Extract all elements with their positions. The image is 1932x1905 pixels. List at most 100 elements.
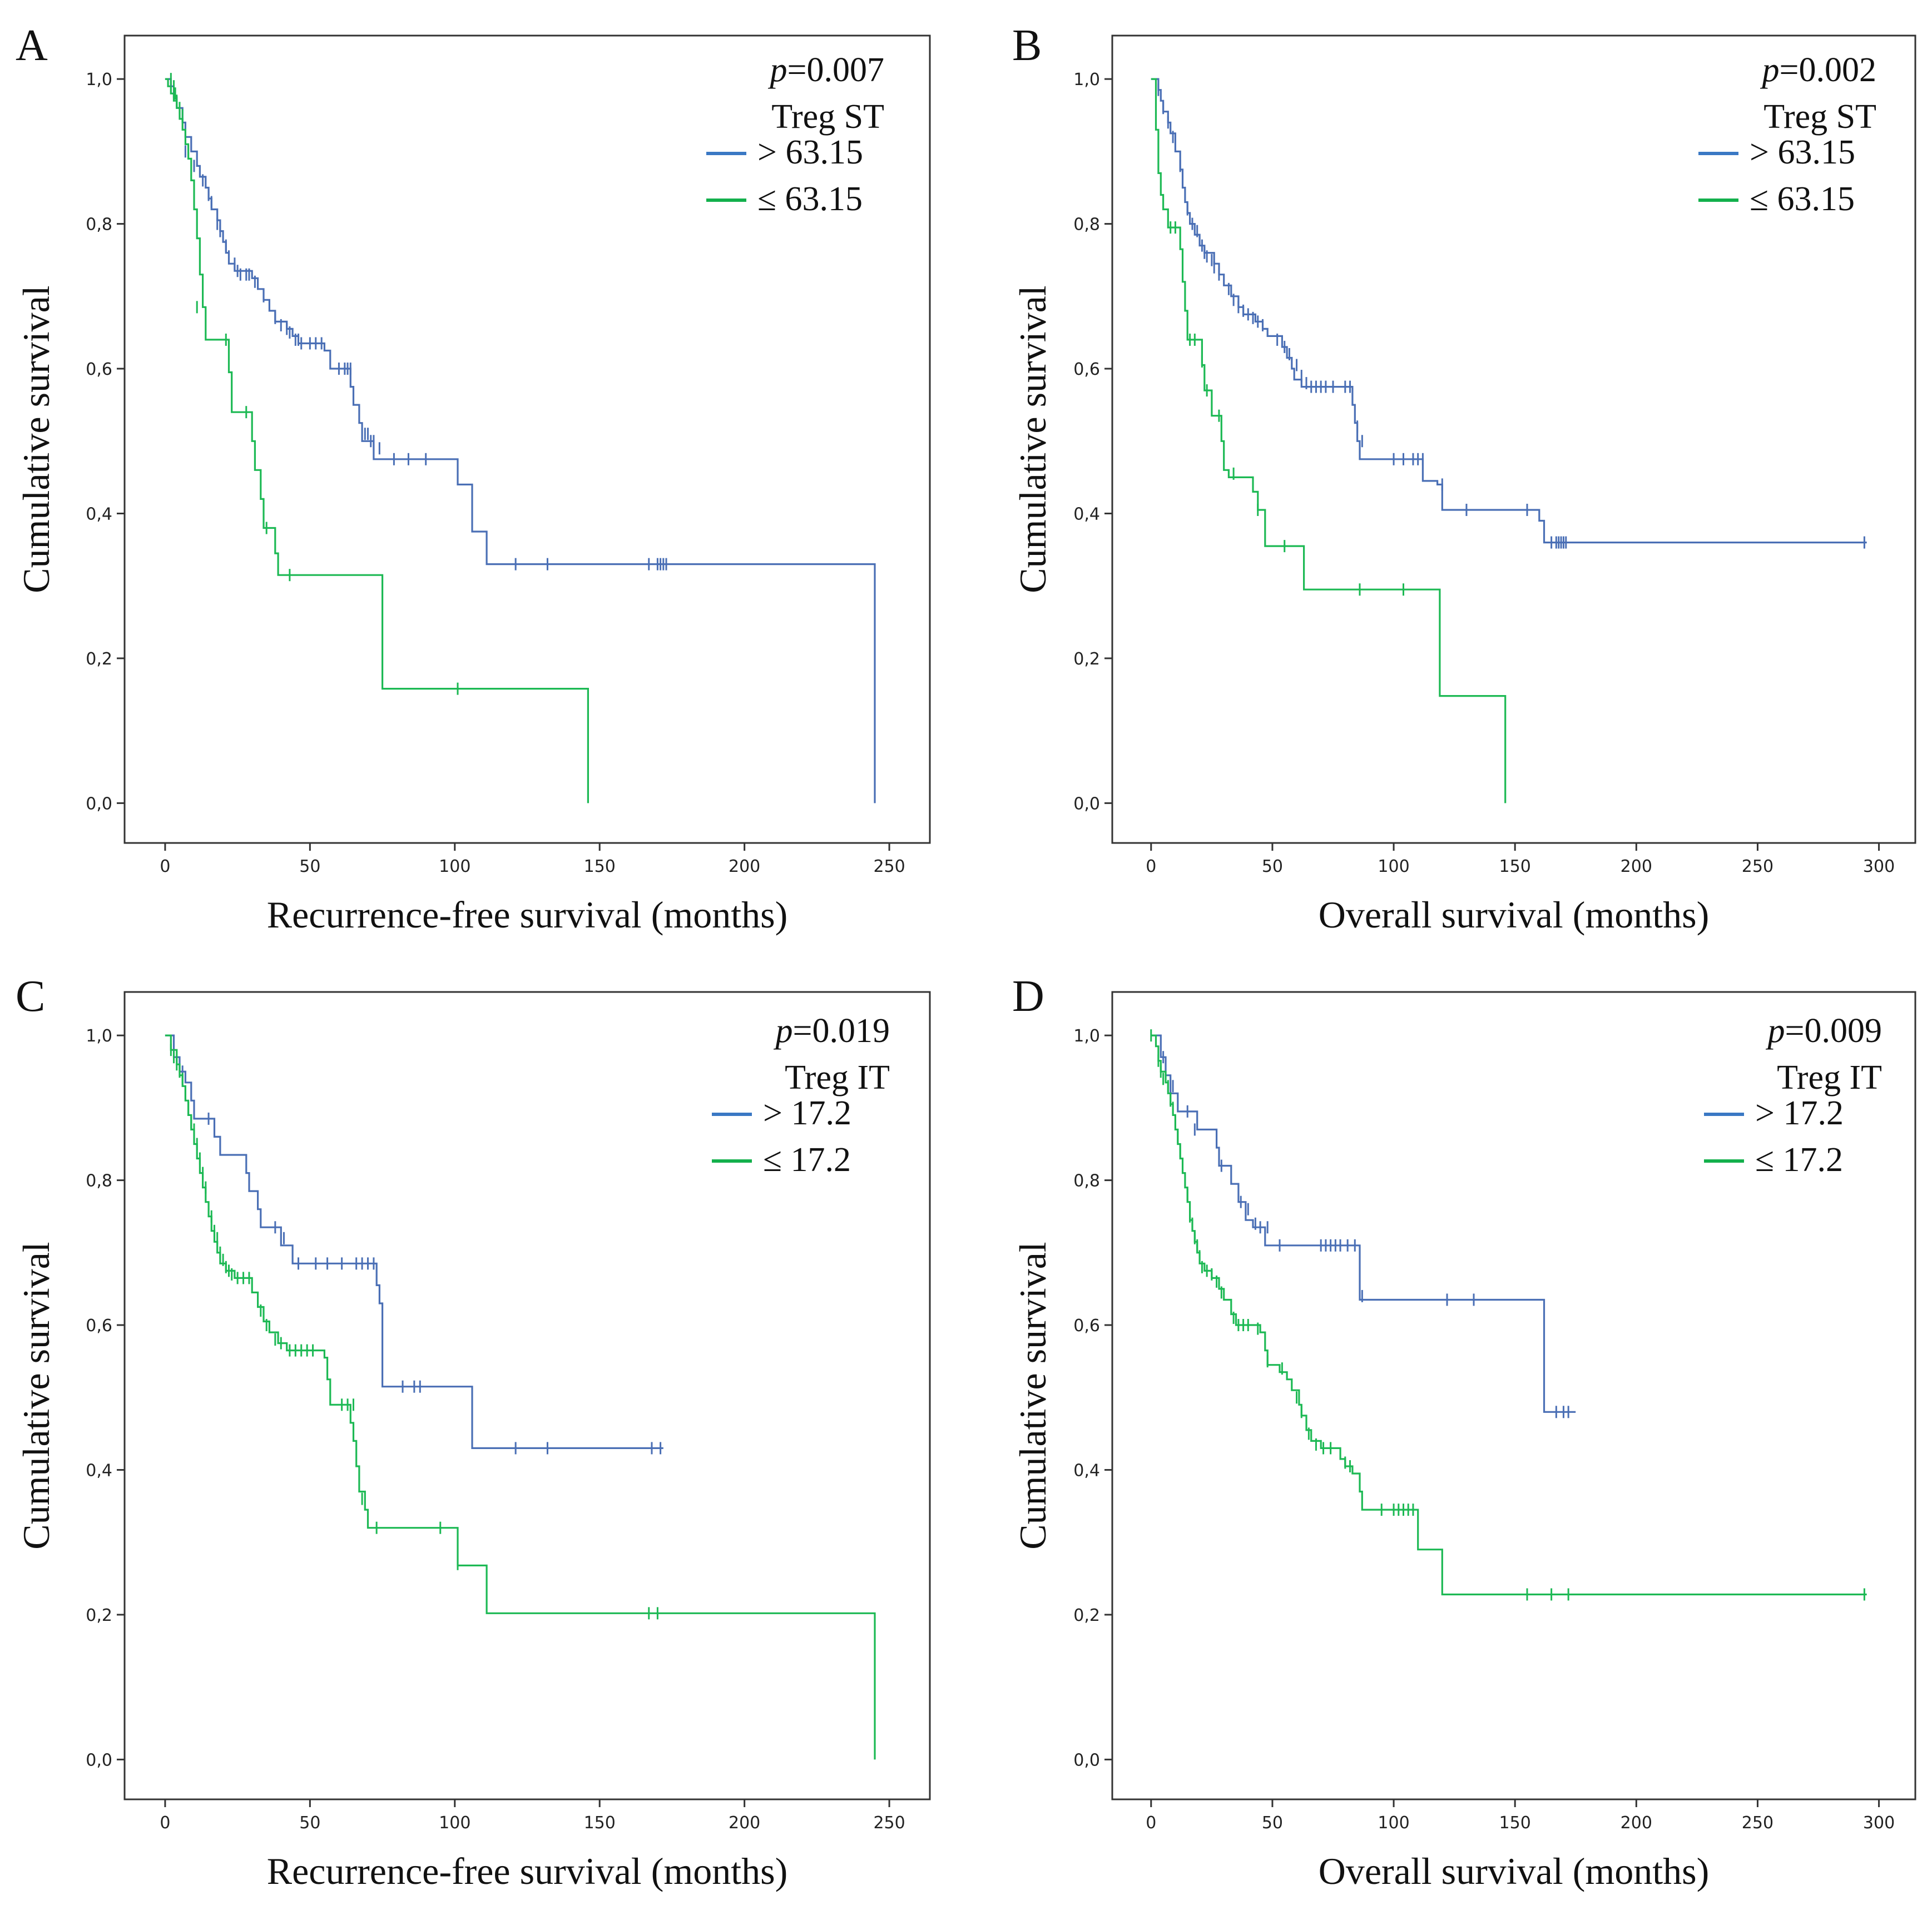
series-low (165, 73, 589, 803)
p-symbol: p (774, 1012, 793, 1050)
panel-letter: A (16, 21, 48, 70)
legend-title: Treg ST (771, 98, 884, 136)
plot-frame (1111, 991, 1916, 1800)
legend-entry: > 17.2 (1755, 1094, 1844, 1132)
y-tick-label: 0,4 (1073, 504, 1100, 524)
legend-entry: > 17.2 (763, 1094, 851, 1132)
y-tick-label: 1,0 (1073, 70, 1100, 90)
legend-entry: ≤ 63.15 (1750, 180, 1855, 218)
p-number: =0.002 (1780, 51, 1876, 89)
panel-letter: C (16, 972, 45, 1021)
x-tick-label: 250 (1742, 1813, 1774, 1833)
series-low (1151, 78, 1507, 803)
x-tick-label: 0 (160, 857, 170, 876)
survival-curve (165, 78, 589, 803)
x-tick-label: 200 (729, 857, 760, 876)
y-tick-label: 0,4 (86, 504, 112, 524)
y-tick-label: 0,6 (86, 360, 112, 379)
x-tick-label: 200 (1621, 1813, 1652, 1833)
p-number: =0.009 (1785, 1012, 1882, 1050)
legend: p=0.009 Treg IT> 17.2 ≤ 17.2 (1704, 1012, 1882, 1179)
p-value: p=0.007 (768, 51, 884, 89)
survival-curve (165, 1034, 876, 1760)
panel-c: C 0,0 0,2 0,4 0,6 0,8 1,0 0 50 100 150 200 250 Recurr… (15, 972, 931, 1892)
x-tick-label: 250 (873, 1813, 905, 1833)
survival-curve (1151, 1034, 1576, 1413)
plot-frame (1111, 34, 1916, 844)
plot-frame (123, 991, 931, 1800)
y-tick-label: 0,4 (1073, 1461, 1100, 1480)
series-high (1151, 78, 1867, 549)
p-value: p=0.019 (774, 1012, 890, 1050)
x-tick-label: 150 (584, 857, 616, 876)
p-symbol: p (1766, 1012, 1785, 1050)
y-axis-title: Cumulative survival (1012, 1242, 1054, 1549)
x-axis-title: Recurrence-free survival (months) (267, 1850, 787, 1892)
x-tick-label: 300 (1863, 857, 1895, 876)
y-tick-label: 0,8 (86, 215, 112, 235)
y-tick-label: 0,0 (1073, 1750, 1100, 1770)
panel-b: B 0,0 0,2 0,4 0,6 0,8 1,0 0 50 100 150 200 250 300 Ove… (1012, 21, 1916, 936)
y-tick-label: 0,0 (1073, 794, 1100, 813)
panel-d: D 0,0 0,2 0,4 0,6 0,8 1,0 0 50 100 150 200 250 300 Ove… (1012, 972, 1916, 1892)
x-axis-title: Overall survival (months) (1319, 894, 1710, 936)
x-tick-label: 50 (299, 1813, 320, 1833)
x-tick-label: 150 (1499, 857, 1531, 876)
y-tick-label: 0,2 (86, 649, 112, 669)
p-symbol: p (1760, 51, 1780, 89)
y-tick-label: 1,0 (86, 1026, 112, 1046)
x-tick-label: 100 (439, 857, 470, 876)
legend-title: Treg IT (785, 1059, 890, 1097)
legend: p=0.019 Treg IT> 17.2 ≤ 17.2 (712, 1012, 890, 1179)
p-symbol: p (768, 51, 787, 89)
x-tick-label: 200 (1621, 857, 1652, 876)
x-tick-label: 100 (439, 1813, 470, 1833)
y-axis-title: Cumulative survival (15, 285, 57, 593)
x-axis-title: Recurrence-free survival (months) (267, 894, 787, 936)
survival-curve (165, 1034, 663, 1449)
x-tick-label: 100 (1378, 1813, 1409, 1833)
survival-curve (165, 78, 876, 803)
x-tick-label: 300 (1863, 1813, 1895, 1833)
legend-entry: ≤ 63.15 (757, 180, 863, 218)
p-value: p=0.002 (1760, 51, 1876, 89)
survival-curve (1151, 1034, 1867, 1596)
legend-title: Treg ST (1763, 98, 1876, 136)
y-tick-label: 0,0 (86, 1750, 112, 1770)
y-axis-title: Cumulative survival (15, 1242, 57, 1549)
panel-letter: B (1012, 21, 1042, 70)
y-tick-label: 0,6 (86, 1316, 112, 1336)
y-tick-label: 0,2 (86, 1606, 112, 1625)
series-low (165, 1034, 876, 1760)
y-tick-label: 0,8 (1073, 1172, 1100, 1191)
x-tick-label: 250 (873, 857, 905, 876)
x-tick-label: 50 (1262, 857, 1283, 876)
y-tick-label: 0,6 (1073, 360, 1100, 379)
panel-letter: D (1012, 972, 1044, 1021)
x-axis-title: Overall survival (months) (1319, 1850, 1710, 1892)
x-tick-label: 0 (1146, 857, 1156, 876)
y-tick-label: 0,4 (86, 1461, 112, 1480)
legend-entry: ≤ 17.2 (763, 1141, 851, 1179)
p-number: =0.019 (793, 1012, 890, 1050)
x-tick-label: 50 (1262, 1813, 1283, 1833)
legend-entry: > 63.15 (1750, 133, 1855, 171)
x-tick-label: 150 (584, 1813, 616, 1833)
series-high (165, 78, 876, 803)
y-tick-label: 1,0 (1073, 1026, 1100, 1046)
legend: p=0.002 Treg ST> 63.15 ≤ 63.15 (1698, 51, 1876, 218)
survival-curve (1151, 78, 1507, 803)
panel-a: A 0,0 0,2 0,4 0,6 0,8 1,0 0 50 100 150 200 250 Recurr… (15, 21, 931, 936)
y-tick-label: 0,2 (1073, 649, 1100, 669)
x-tick-label: 100 (1378, 857, 1409, 876)
p-number: =0.007 (787, 51, 884, 89)
x-tick-label: 0 (1146, 1813, 1156, 1833)
x-tick-label: 200 (729, 1813, 760, 1833)
x-tick-label: 150 (1499, 1813, 1531, 1833)
y-tick-label: 1,0 (86, 70, 112, 90)
x-tick-label: 50 (299, 857, 320, 876)
y-tick-label: 0,8 (86, 1172, 112, 1191)
x-tick-label: 250 (1742, 857, 1774, 876)
series-low (1150, 1029, 1867, 1601)
legend-entry: > 63.15 (757, 133, 863, 171)
